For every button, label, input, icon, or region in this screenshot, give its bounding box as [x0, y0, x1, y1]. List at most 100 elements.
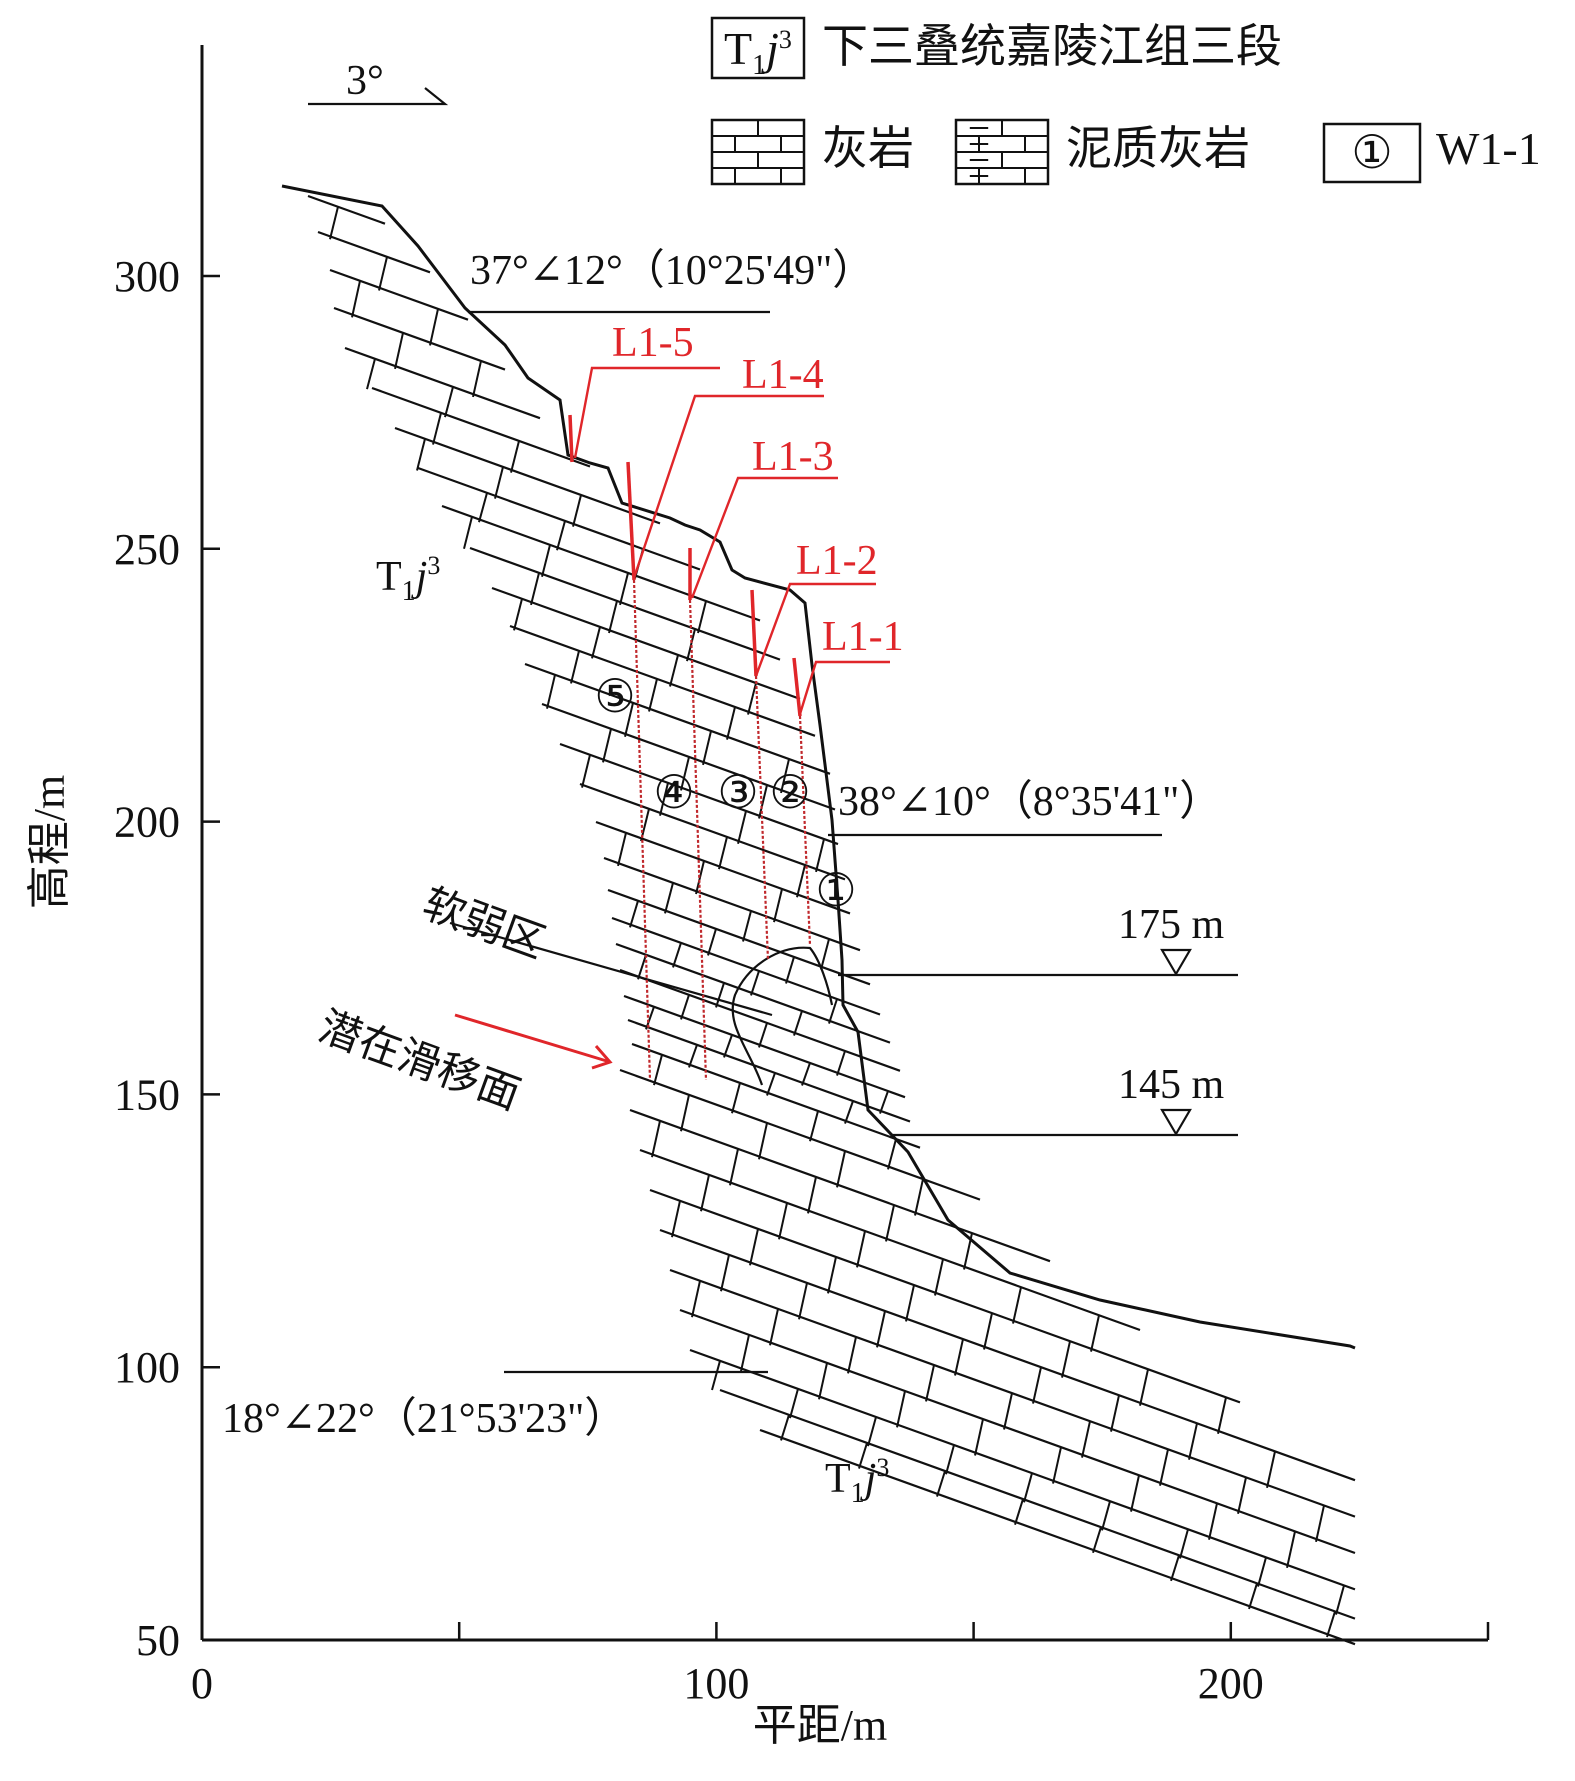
joint-line [789, 1388, 799, 1419]
crack-l1-1 [792, 657, 802, 717]
bedding-line [719, 1388, 1356, 1620]
slip-surface-leader [454, 1013, 611, 1064]
joint-line [715, 982, 725, 1008]
joint-line [669, 654, 679, 687]
joint-line [541, 544, 551, 578]
crack-extension [688, 599, 708, 1081]
joint-line [664, 882, 674, 914]
joint-line [671, 1200, 681, 1238]
joint-line [707, 928, 717, 956]
joint-line [680, 994, 690, 1020]
x-tick-label: 0 [191, 1659, 213, 1708]
joint-line [905, 1284, 915, 1322]
crack-label: L1-5 [612, 320, 694, 366]
block-label: ⑤ [594, 671, 635, 722]
joint-line [847, 1336, 857, 1374]
joint-line [463, 516, 473, 549]
joint-line [1326, 1611, 1336, 1638]
y-tick-label: 250 [114, 525, 180, 574]
joint-line [896, 1390, 906, 1428]
joint-line [974, 1418, 984, 1456]
joint-line [925, 1364, 935, 1402]
slip-surface-arrowhead [591, 1045, 613, 1070]
joint-line [1170, 1554, 1180, 1582]
joint-line [1286, 1531, 1296, 1569]
joint-line [809, 1110, 819, 1142]
joint-line [742, 910, 752, 942]
joint-line [1217, 1397, 1227, 1434]
joint-line [885, 1204, 895, 1242]
joint-line [659, 782, 669, 816]
dip-arrow [308, 87, 449, 106]
legend-formation-box [710, 16, 806, 80]
joint-line [591, 626, 601, 659]
crack-l1-2 [750, 589, 758, 677]
bedding-line [619, 968, 901, 1072]
water-level-175-label: 175 m [1118, 902, 1225, 948]
water-level-145-marker [1160, 1108, 1192, 1137]
bedding-line [623, 994, 906, 1099]
joint-line [1139, 1369, 1149, 1406]
bedding-line [629, 1108, 1051, 1263]
joint-line [472, 360, 482, 398]
joint-line [1081, 1420, 1091, 1458]
joint-line [1257, 1557, 1267, 1587]
joint-line [394, 332, 404, 370]
water-level-145-label: 145 m [1118, 1062, 1225, 1108]
joint-line [766, 1072, 776, 1096]
joint-line [856, 1230, 866, 1268]
attitude-mid-label: 38°∠10°（8°35'41"） [838, 779, 1221, 825]
joint-line [1188, 1423, 1198, 1460]
svg-text:T1j3: T1j3 [825, 1453, 889, 1509]
joint-line [758, 784, 768, 819]
joint-line [1237, 1477, 1247, 1514]
joint-line [1023, 1472, 1033, 1503]
bedding-line [603, 856, 861, 952]
legend-point-symbol: ① [1351, 127, 1392, 178]
block-label: ① [815, 865, 856, 916]
joint-line [1101, 1500, 1111, 1531]
joint-line [836, 1050, 846, 1076]
y-tick-label: 300 [114, 252, 180, 301]
joint-line [513, 598, 523, 631]
crack-leader [754, 582, 876, 677]
bedding-line [371, 386, 591, 468]
legend-point-box [1322, 122, 1422, 184]
bedding-line [394, 426, 661, 525]
bedding-line [639, 1148, 1141, 1332]
legend-marly-label: 泥质灰岩 [1066, 123, 1250, 174]
joint-line [801, 1062, 811, 1086]
bedding-line [579, 782, 846, 881]
bedding-line [631, 1042, 921, 1149]
weak-zone-label: 软弱区 [417, 881, 551, 967]
water-level-175-marker [1160, 948, 1192, 977]
joint-line [858, 1442, 868, 1469]
joint-line [867, 1416, 877, 1447]
crack-extension [632, 579, 652, 1081]
bedding-line [759, 1428, 1356, 1646]
crack-leader [632, 394, 824, 579]
rock-mass [307, 194, 1356, 1646]
bedding-line [679, 1308, 1356, 1555]
bedding-line [607, 888, 871, 986]
crack-leader [573, 366, 720, 459]
joint-line [432, 412, 442, 445]
x-axis-label: 平距/m [753, 1701, 887, 1750]
bedding-line [509, 624, 816, 737]
joint-line [887, 1138, 897, 1170]
bedding-line [649, 1188, 1241, 1404]
joint-line [570, 650, 580, 684]
joint-line [688, 1044, 698, 1068]
joint-line [718, 836, 728, 870]
bedding-line [441, 504, 761, 622]
joint-line [648, 678, 658, 712]
bedding-line [344, 346, 541, 420]
joint-line [1003, 1392, 1013, 1430]
joint-line [1315, 1505, 1325, 1543]
weak-zone-outline [731, 946, 834, 1086]
joint-line [1092, 1526, 1102, 1554]
joint-line [651, 1120, 661, 1158]
x-tick-label: 200 [1198, 1659, 1264, 1708]
